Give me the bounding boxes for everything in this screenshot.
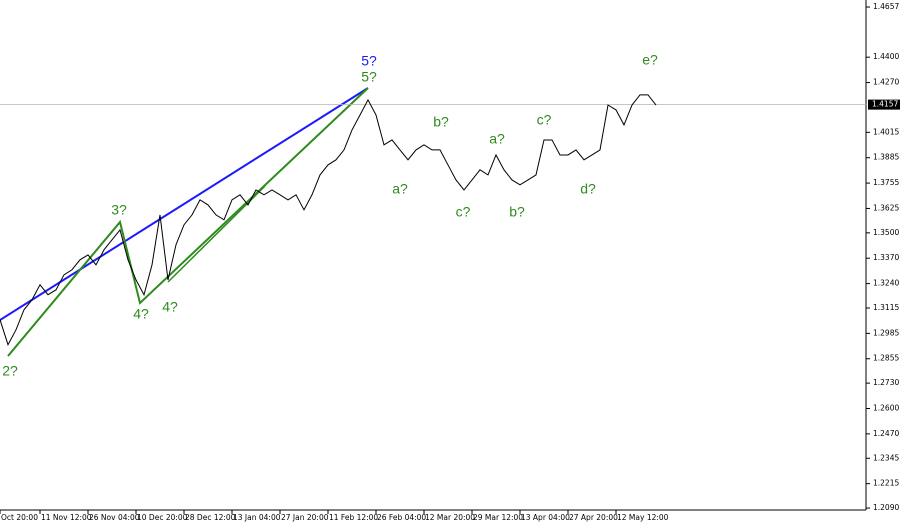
blue-wave-line	[0, 87, 369, 321]
wave-label: b?	[509, 204, 525, 220]
wave-label: b?	[433, 114, 449, 130]
y-tick-label: 1.3625	[873, 203, 899, 212]
green-wave-line	[7, 221, 121, 357]
price-line-series	[0, 94, 657, 346]
y-tick-label: 1.2600	[873, 404, 899, 413]
wave-label: a?	[392, 181, 408, 197]
x-tick-label: 28 Dec 12:00	[185, 513, 236, 522]
y-tick-label: 1.3115	[873, 303, 899, 312]
x-tick-label: 10 Dec 20:00	[137, 513, 188, 522]
x-tick-label: 27 Apr 20:00	[569, 513, 618, 522]
x-tick-label: 11 Feb 12:00	[329, 513, 378, 522]
y-tick-label: 1.3240	[873, 279, 899, 288]
x-tick-label: 13 Apr 04:00	[521, 513, 570, 522]
wave-label: 4?	[162, 299, 178, 315]
y-tick-label: 1.3885	[873, 153, 899, 162]
wave-label: 2?	[2, 363, 18, 379]
x-tick-label: 27 Jan 20:00	[281, 513, 329, 522]
wave-lines	[0, 87, 369, 357]
y-tick-label: 1.2985	[873, 328, 899, 337]
y-tick-label: 1.4015	[873, 127, 899, 136]
wave-label: 4?	[133, 306, 149, 322]
y-tick-label: 1.3500	[873, 228, 899, 237]
x-tick-label: 12 Mar 20:00	[425, 513, 475, 522]
x-tick-label: Oct 20:00	[1, 513, 38, 522]
y-tick-label: 1.4270	[873, 78, 899, 87]
wave-label: a?	[489, 131, 505, 147]
price-label-box	[868, 99, 900, 110]
wave-label: 3?	[111, 202, 127, 218]
y-tick-label: 1.2090	[873, 503, 899, 512]
y-tick-label: 1.3370	[873, 253, 899, 262]
y-tick-label: 1.2730	[873, 378, 899, 387]
green-wave-line	[167, 185, 266, 283]
x-tick-label: 26 Nov 04:00	[89, 513, 140, 522]
y-tick-label: 1.4657	[873, 2, 899, 11]
y-tick-label: 1.3755	[873, 178, 899, 187]
wave-label: c?	[456, 204, 471, 220]
price-label: 1.4157	[872, 100, 898, 109]
x-tick-label: 29 Mar 12:00	[473, 513, 523, 522]
x-tick-label: 26 Feb 04:00	[377, 513, 426, 522]
x-tick-label: 13 Jan 04:00	[233, 513, 281, 522]
wave-label: c?	[537, 112, 552, 128]
y-tick-label: 1.2855	[873, 354, 899, 363]
y-tick-label: 1.2215	[873, 479, 899, 488]
wave-label: 5?	[361, 53, 377, 69]
wave-label: e?	[642, 52, 658, 68]
x-tick-label: 11 Nov 12:00	[41, 513, 92, 522]
y-tick-label: 1.2345	[873, 453, 899, 462]
wave-label: 5?	[361, 69, 377, 85]
x-tick-label: 12 May 12:00	[617, 513, 669, 522]
y-tick-label: 1.2470	[873, 429, 899, 438]
y-tick-label: 1.4400	[873, 52, 899, 61]
wave-label: d?	[580, 181, 596, 197]
